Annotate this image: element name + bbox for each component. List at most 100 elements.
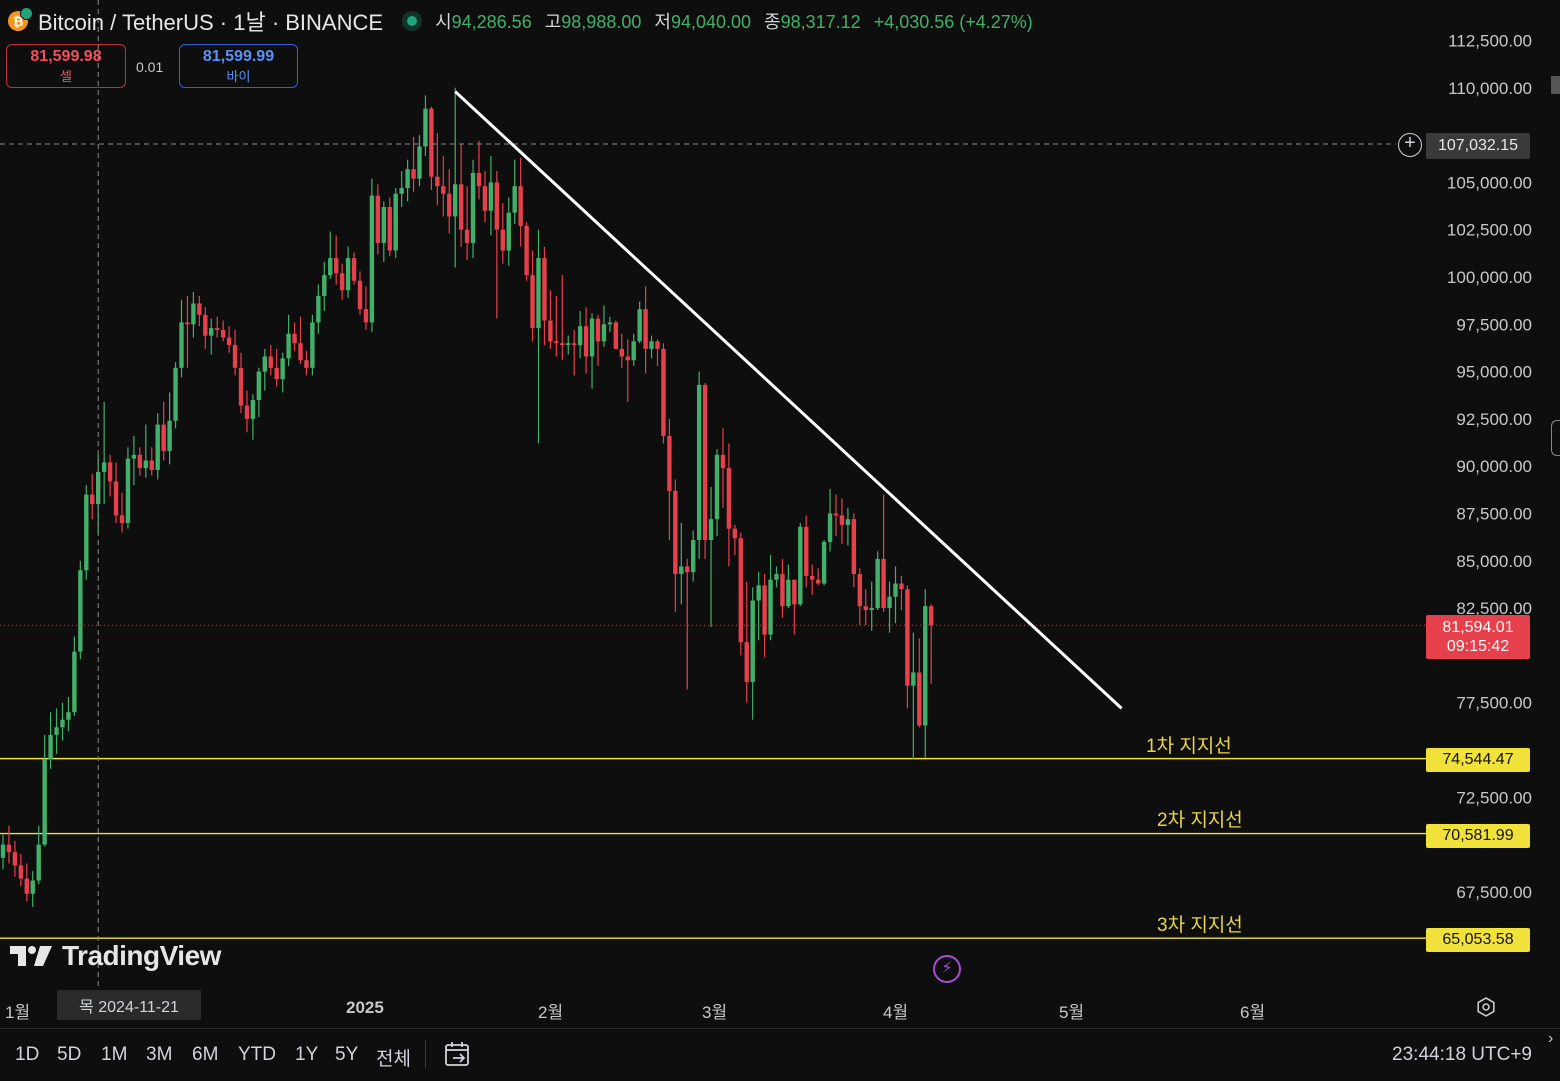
candle-body <box>387 206 392 251</box>
candle-body <box>304 360 309 368</box>
tradingview-logo-icon <box>10 946 52 966</box>
candle-body <box>613 322 619 349</box>
x-label-mar: 3월 <box>702 1003 728 1022</box>
crosshair-price-tag: 107,032.15 <box>1426 133 1530 159</box>
candle-body <box>572 343 577 346</box>
chart-settings-icon[interactable] <box>1476 997 1496 1017</box>
range-3m-button[interactable]: 3M <box>146 1044 173 1065</box>
candle-body <box>6 844 12 853</box>
candle-body <box>113 481 119 516</box>
crosshair-date: 목 2024-11-21 <box>79 999 179 1016</box>
lightning-icon[interactable]: ⚡ <box>933 955 961 983</box>
candle-body <box>209 328 214 336</box>
candle-body <box>488 182 494 211</box>
candle-body <box>339 273 345 291</box>
candle-body <box>66 712 71 720</box>
candle-body <box>381 206 386 243</box>
candle-body <box>845 519 851 525</box>
right-panel-collapse-icon[interactable]: › <box>1548 1030 1554 1047</box>
low-label: 저 <box>654 12 671 32</box>
candle-body <box>875 558 880 609</box>
range-1m-button[interactable]: 1M <box>101 1044 128 1065</box>
candle-body <box>768 579 773 635</box>
sell-button[interactable]: 81,599.98 셀 <box>6 44 126 88</box>
candle-body <box>12 852 18 866</box>
y-tick-label: 87,500.00 <box>1456 505 1532 524</box>
range-all-button[interactable]: 전체 <box>376 1049 411 1070</box>
clock-timezone[interactable]: 23:44:18 UTC+9 <box>1392 1044 1532 1065</box>
candle-body <box>90 494 95 505</box>
candle-body <box>714 454 720 520</box>
candle-body <box>857 574 862 607</box>
crosshair-add-icon[interactable]: + <box>1398 133 1422 157</box>
candle-body <box>286 333 291 359</box>
close-label: 종 <box>764 12 781 32</box>
y-tick-label: 105,000.00 <box>1447 173 1532 192</box>
candle-body <box>804 526 809 576</box>
candle-body <box>179 322 184 368</box>
candle-body <box>316 295 321 323</box>
y-tick-label: 77,500.00 <box>1456 694 1532 713</box>
candle-body <box>786 579 791 607</box>
candle-body <box>24 878 29 894</box>
candle-body <box>101 462 107 472</box>
tradingview-logo-text: TradingView <box>62 940 221 971</box>
candle-body <box>625 356 630 361</box>
support-3-label: 3차 지지선 <box>1157 915 1243 936</box>
candle-body <box>453 184 458 217</box>
candle-body <box>143 460 148 469</box>
candle-body <box>542 258 547 321</box>
range-ytd-button[interactable]: YTD <box>238 1044 276 1065</box>
go-to-date-icon[interactable] <box>444 1040 472 1068</box>
candle-body <box>470 172 476 243</box>
buy-button[interactable]: 81,599.99 바이 <box>179 44 298 88</box>
downtrend-line <box>454 90 1123 710</box>
calendar-goto-icon <box>445 1042 469 1066</box>
bitcoin-icon: ₿ <box>8 7 33 31</box>
candle-body <box>435 176 440 187</box>
candle-body <box>583 326 589 357</box>
candle-body <box>125 458 131 523</box>
candle-body <box>345 258 351 291</box>
range-1d-button[interactable]: 1D <box>15 1044 40 1065</box>
candle-body <box>399 188 404 194</box>
y-tick-label: 100,000.00 <box>1447 268 1532 287</box>
candle-body <box>36 844 41 881</box>
candle-body <box>369 195 375 323</box>
y-tick-label: 90,000.00 <box>1456 457 1532 476</box>
candle-body <box>566 343 571 346</box>
y-tick-label: 92,500.00 <box>1456 410 1532 429</box>
spread-value: 0.01 <box>136 59 164 75</box>
candle-body <box>72 651 77 713</box>
x-label-apr: 4월 <box>883 1003 909 1022</box>
buy-price: 81,599.99 <box>202 47 275 65</box>
candle-body <box>494 182 500 230</box>
candle-body <box>893 583 898 597</box>
candle-body <box>185 322 190 325</box>
candle-body <box>673 490 678 575</box>
support-1-label: 1차 지지선 <box>1146 736 1232 757</box>
symbol-title[interactable]: Bitcoin / TetherUS · 1날 · BINANCE <box>38 10 384 35</box>
candle-body <box>405 169 410 189</box>
candle-body <box>310 322 315 368</box>
y-tick-label: 85,000.00 <box>1456 552 1532 571</box>
x-label-may: 5월 <box>1059 1003 1085 1022</box>
crosshair-price: 107,032.15 <box>1437 137 1519 154</box>
y-tick-label: 112,500.00 <box>1448 32 1532 51</box>
range-1y-button[interactable]: 1Y <box>295 1044 319 1065</box>
range-5y-button[interactable]: 5Y <box>335 1044 359 1065</box>
candle-body <box>476 172 482 187</box>
support-1-price: 74,544.47 <box>1442 751 1514 768</box>
candle-body <box>351 258 357 281</box>
candle-body <box>84 494 89 571</box>
candle-body <box>232 345 238 368</box>
range-5d-button[interactable]: 5D <box>57 1044 82 1065</box>
range-6m-button[interactable]: 6M <box>192 1044 219 1065</box>
candle-body <box>506 212 511 251</box>
candle-body <box>238 367 244 406</box>
candle-body <box>280 358 285 380</box>
candle-body <box>744 642 749 682</box>
right-edge-handle[interactable] <box>1551 420 1560 456</box>
tradingview-logo[interactable]: TradingView <box>10 940 221 972</box>
